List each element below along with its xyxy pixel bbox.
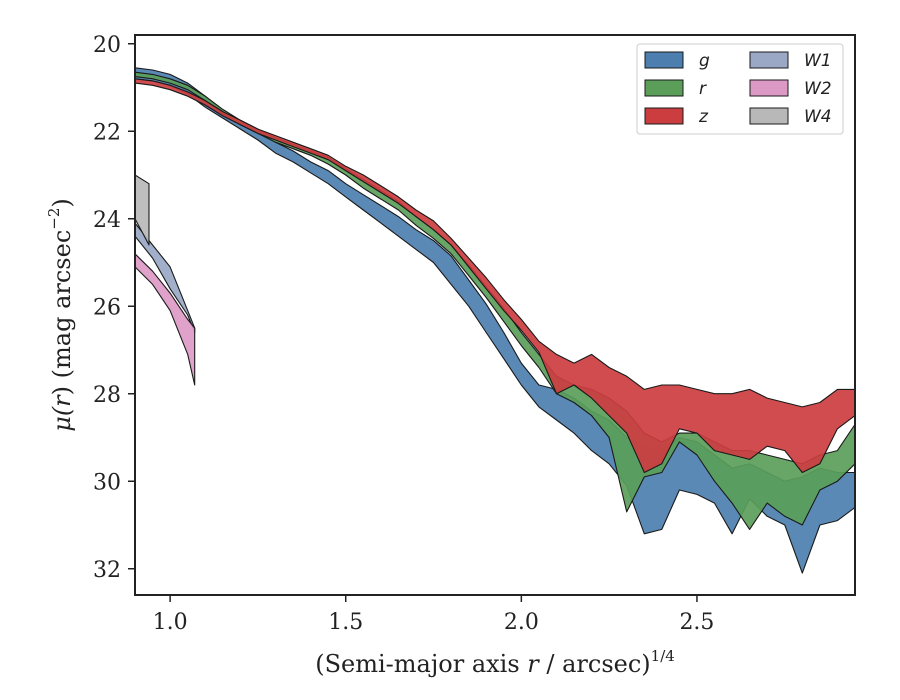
- legend-label-g: g: [699, 51, 710, 71]
- y-tick-label: 22: [93, 120, 121, 145]
- y-tick-label: 24: [93, 208, 121, 233]
- x-axis-label: (Semi-major axis r / arcsec)1/4: [315, 647, 675, 678]
- band-z: [135, 78, 855, 474]
- x-tick-label: 1.0: [153, 610, 188, 635]
- legend-label-r: r: [699, 79, 707, 99]
- legend-label-w4: W4: [804, 107, 832, 127]
- plot-frame: [134, 34, 856, 596]
- legend-swatch-g: [644, 51, 684, 69]
- x-tick-label: 2.0: [504, 610, 539, 635]
- legend-swatch-r: [644, 79, 684, 97]
- band-w4: [135, 174, 150, 246]
- band-w2: [135, 253, 196, 386]
- y-axis-label: μ(r) (mag arcsec−2): [45, 198, 76, 432]
- band-r: [135, 71, 855, 530]
- legend-swatch-w2: [749, 79, 789, 97]
- legend-label-z: z: [698, 107, 709, 127]
- legend-box: [636, 43, 844, 135]
- legend-label-w2: W2: [804, 79, 832, 99]
- y-tick-label: 26: [93, 295, 121, 320]
- x-tick-label: 2.5: [679, 610, 714, 635]
- legend-swatch-z: [644, 107, 684, 125]
- plot-bands: [135, 67, 855, 574]
- y-tick-label: 30: [93, 470, 121, 495]
- legend-swatch-w1: [749, 51, 789, 69]
- x-axis: 1.0 1.5 2.0 2.5: [153, 595, 714, 635]
- legend: grz W1 W2 W4: [636, 43, 844, 135]
- y-tick-label: 28: [93, 383, 121, 408]
- legend-label-w1: W1: [804, 51, 832, 71]
- y-axis: 20 22 24 26 28 30 32: [93, 33, 135, 583]
- x-tick-label: 1.5: [328, 610, 363, 635]
- y-tick-label: 32: [93, 558, 121, 583]
- y-tick-label: 20: [93, 33, 121, 58]
- legend-swatch-w4: [749, 107, 789, 125]
